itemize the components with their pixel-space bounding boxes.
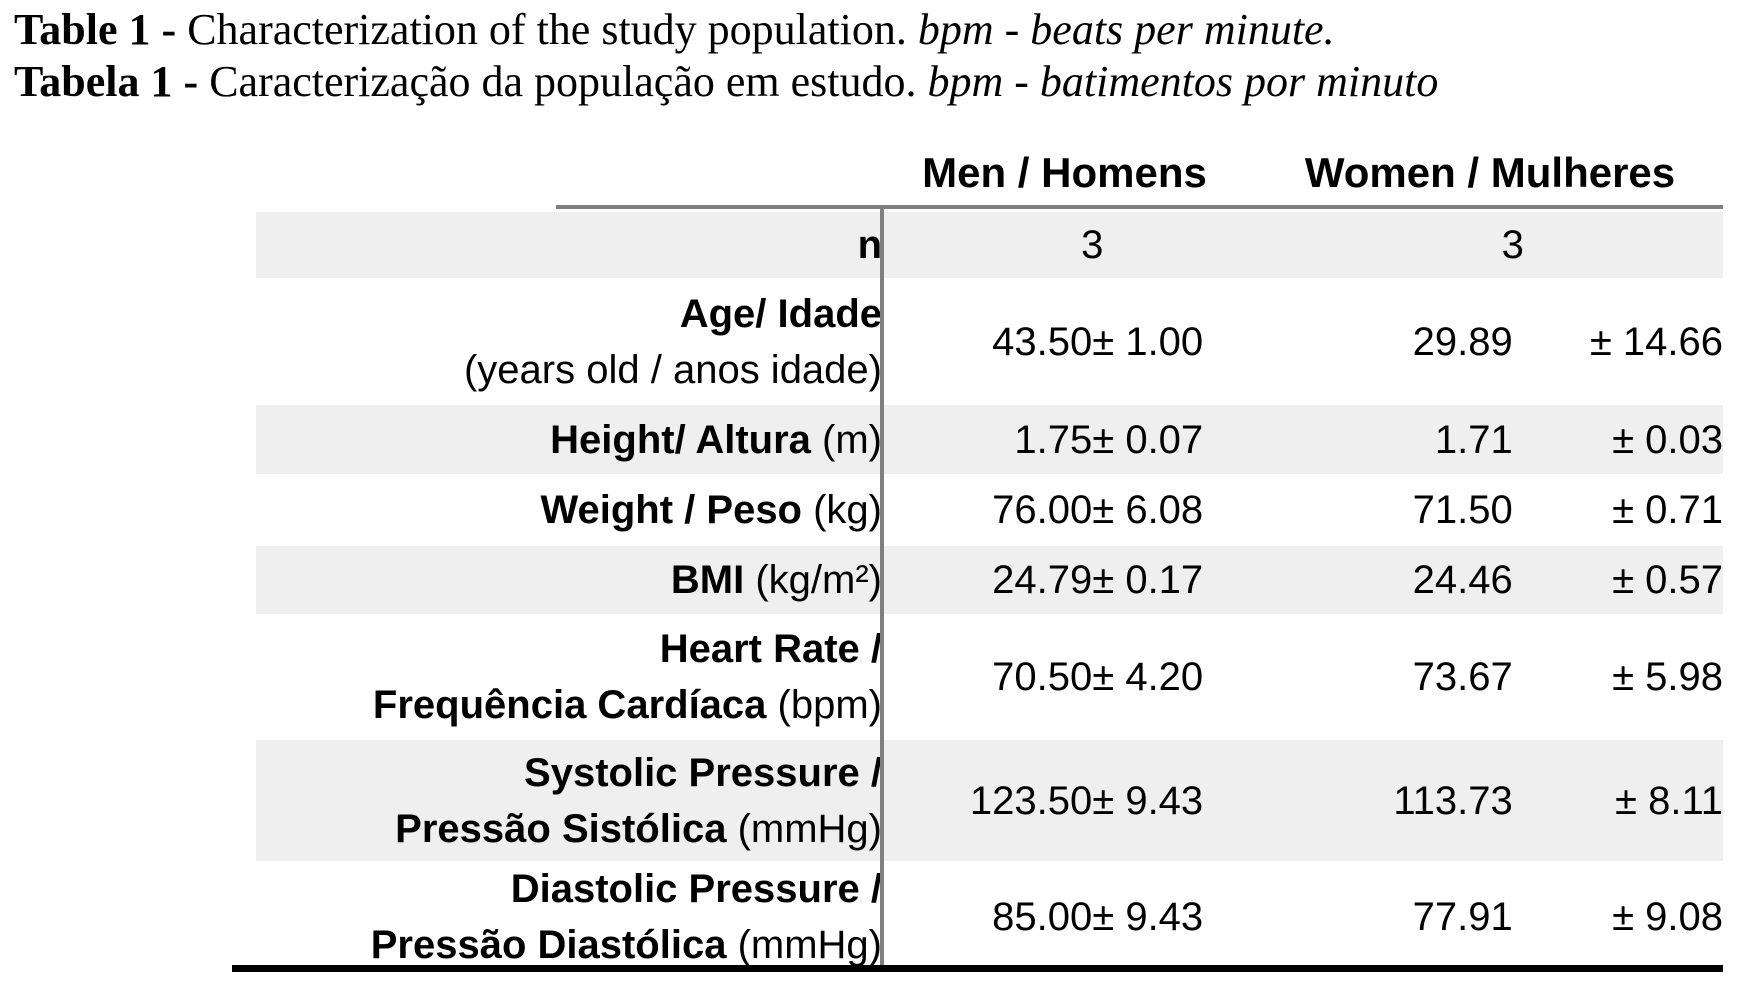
row-height-men-mean: 1.75 xyxy=(1014,417,1093,462)
row-bmi-men-mean: 24.79 xyxy=(992,558,1093,602)
row-systolic-label-segment: Systolic Pressure / xyxy=(524,750,882,795)
row-n-men-count: 3 xyxy=(1081,223,1104,267)
row-heart-rate-men-mean: 70.50 xyxy=(992,655,1093,699)
table-captions: Table 1 - Characterization of the study … xyxy=(14,4,1438,108)
row-diastolic-label-segment: Pressão Diastólica xyxy=(370,923,727,967)
study-population-table: n 3 3 Age/ Idade (years old / anos idade) 43.… xyxy=(256,212,1723,973)
table-top-rule xyxy=(556,205,1723,209)
row-weight-label-segment: Weight / Peso xyxy=(540,488,802,532)
table-body: n 3 3 Age/ Idade (years old / anos idade) 43.… xyxy=(256,212,1723,973)
row-weight-label: Weight / Peso (kg) xyxy=(256,474,882,546)
row-height-label: Height/ Altura (m) xyxy=(256,405,882,474)
row-diastolic-women-mean: 77.91 xyxy=(1412,895,1513,939)
table-row-n: n 3 3 xyxy=(256,212,1723,278)
row-heart-rate-label-segment: Heart Rate / xyxy=(659,627,882,671)
row-n-label: n xyxy=(256,212,882,278)
row-bmi-label-segment: (kg/m²) xyxy=(744,558,882,602)
row-heart-rate-women-sd: ± 5.98 xyxy=(1612,655,1723,699)
row-bmi-women-sd: ± 0.57 xyxy=(1612,558,1723,602)
row-height-women-mean: 1.71 xyxy=(1434,417,1513,462)
row-weight-men-sd: ± 6.08 xyxy=(1092,488,1204,532)
row-weight-women-mean: 71.50 xyxy=(1412,488,1513,532)
row-height-women-sd: ± 0.03 xyxy=(1612,417,1723,462)
column-header-women: Women / Mulheres xyxy=(1304,149,1676,196)
caption-english: Table 1 - Characterization of the study … xyxy=(14,4,1438,56)
row-age-women-mean: 29.89 xyxy=(1412,319,1513,364)
row-bmi-men-sd: ± 0.17 xyxy=(1092,558,1204,602)
row-weight-men-mean: 76.00 xyxy=(992,488,1093,532)
table-row-height: Height/ Altura (m) 1.75 ± 0.07 1.71 ± 0.03 xyxy=(256,405,1723,474)
row-heart-rate-men-sd: ± 4.20 xyxy=(1092,655,1204,699)
row-diastolic-label-segment: (mmHg) xyxy=(726,923,882,967)
row-weight-label-segment: (kg) xyxy=(802,488,882,532)
row-height-label-segment: (m) xyxy=(810,417,882,462)
caption-portuguese-label: Tabela 1 - xyxy=(14,57,210,106)
row-systolic-women-sd: ± 8.11 xyxy=(1615,778,1723,823)
row-age-men-mean: 43.50 xyxy=(992,319,1093,364)
row-weight-women-sd: ± 0.71 xyxy=(1612,488,1723,532)
table-row-diastolic: Diastolic Pressure / Pressão Diastólica (… xyxy=(256,861,1723,973)
row-heart-rate-label-segment: Frequência Cardíaca xyxy=(372,683,767,727)
table-row-heart-rate: Heart Rate / Frequência Cardíaca (bpm) 70.… xyxy=(256,614,1723,740)
row-height-men-sd: ± 0.07 xyxy=(1092,417,1204,462)
row-diastolic-men-mean: 85.00 xyxy=(992,895,1093,939)
row-systolic-label-segment: (mmHg) xyxy=(726,806,882,851)
table-row-bmi: BMI (kg/m²) 24.79 ± 0.17 24.46 ± 0.57 xyxy=(256,546,1723,614)
row-age-women-sd: ± 14.66 xyxy=(1589,319,1723,364)
row-systolic-label: Systolic Pressure / Pressão Sistólica (mm… xyxy=(256,740,882,861)
row-diastolic-label-segment: Diastolic Pressure / xyxy=(510,867,882,911)
row-systolic-label-segment: Pressão Sistólica xyxy=(395,806,727,851)
caption-portuguese-abbrev-note: bpm - batimentos por minuto xyxy=(927,57,1439,106)
caption-english-abbrev-note: bpm - beats per minute. xyxy=(917,5,1335,54)
row-systolic-men-sd: ± 9.43 xyxy=(1092,778,1204,823)
caption-english-text: Characterization of the study population… xyxy=(187,5,918,54)
table-row-weight: Weight / Peso (kg) 76.00 ± 6.08 71.50 ± 0.71 xyxy=(256,474,1723,546)
row-bmi-women-mean: 24.46 xyxy=(1412,558,1513,602)
caption-english-label: Table 1 - xyxy=(14,5,188,54)
row-systolic-men-mean: 123.50 xyxy=(969,778,1093,823)
caption-portuguese-text: Caracterização da população em estudo. xyxy=(209,57,928,106)
row-age-label-segment: (years old / anos idade) xyxy=(463,347,882,392)
row-heart-rate-women-mean: 73.67 xyxy=(1412,655,1513,699)
row-bmi-label-segment: BMI xyxy=(670,558,745,602)
column-header-men: Men / Homens xyxy=(922,149,1207,196)
row-heart-rate-label: Heart Rate / Frequência Cardíaca (bpm) xyxy=(256,614,882,740)
caption-portuguese: Tabela 1 - Caracterização da população e… xyxy=(14,56,1438,108)
table-bottom-rule xyxy=(232,965,1723,972)
table-row-systolic: Systolic Pressure / Pressão Sistólica (mm… xyxy=(256,740,1723,861)
row-heart-rate-label-segment: (bpm) xyxy=(766,683,882,727)
row-age-label-segment: Age/ Idade xyxy=(679,291,882,336)
column-divider-rule xyxy=(880,205,884,968)
row-bmi-label: BMI (kg/m²) xyxy=(256,546,882,614)
row-n-women-count: 3 xyxy=(1501,223,1524,267)
row-age-men-sd: ± 1.00 xyxy=(1092,319,1204,364)
table-row-age: Age/ Idade (years old / anos idade) 43.50 ±… xyxy=(256,278,1723,405)
row-height-label-segment: Height/ Altura xyxy=(550,417,811,462)
row-diastolic-label: Diastolic Pressure / Pressão Diastólica (… xyxy=(256,861,882,973)
row-diastolic-men-sd: ± 9.43 xyxy=(1092,895,1204,939)
row-n-label-segment: n xyxy=(857,223,882,267)
row-age-label: Age/ Idade (years old / anos idade) xyxy=(256,278,882,405)
row-systolic-women-mean: 113.73 xyxy=(1393,778,1513,823)
row-diastolic-women-sd: ± 9.08 xyxy=(1612,895,1723,939)
